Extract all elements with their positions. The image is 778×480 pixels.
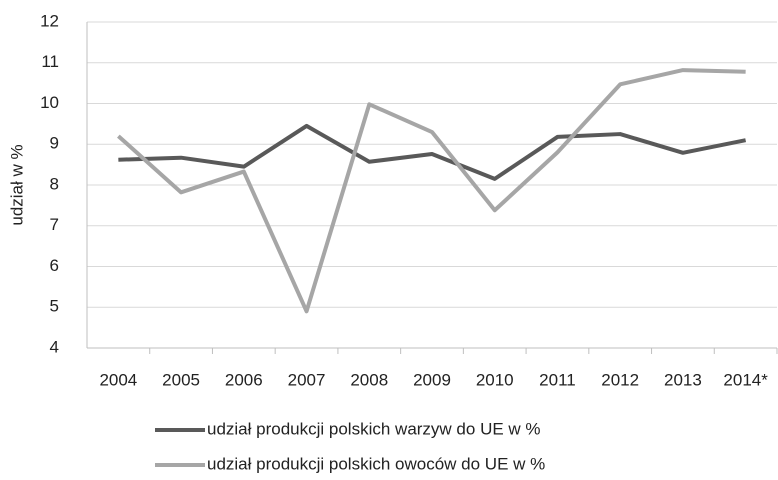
y-axis-label: udział w % [7, 144, 26, 225]
legend-label: udział produkcji polskich warzyw do UE w… [207, 419, 541, 438]
line-series [118, 123, 747, 181]
x-tick-label: 2011 [539, 370, 576, 389]
line-series [117, 68, 746, 314]
x-tick-label: 2009 [413, 370, 451, 389]
x-tick-label: 2006 [225, 370, 263, 389]
y-tick-label: 6 [50, 256, 59, 275]
x-tick-label: 2010 [476, 370, 514, 389]
x-tick-label: 2007 [288, 370, 326, 389]
x-tick-label: 2005 [162, 370, 200, 389]
x-tick-label: 2008 [350, 370, 388, 389]
y-tick-label: 10 [40, 93, 59, 112]
x-tick-label: 2004 [99, 370, 137, 389]
y-tick-label: 12 [40, 11, 59, 30]
y-tick-label: 9 [50, 134, 59, 153]
x-tick-label: 2012 [601, 370, 639, 389]
x-tick-label: 2014* [723, 370, 768, 389]
x-tick-label: 2013 [664, 370, 702, 389]
y-tick-label: 7 [50, 215, 59, 234]
y-tick-label: 8 [50, 174, 59, 193]
y-tick-label: 5 [50, 297, 59, 316]
legend-label: udział produkcji polskich owoców do UE w… [207, 454, 545, 473]
y-tick-label: 4 [50, 337, 59, 356]
y-tick-label: 11 [41, 52, 59, 71]
